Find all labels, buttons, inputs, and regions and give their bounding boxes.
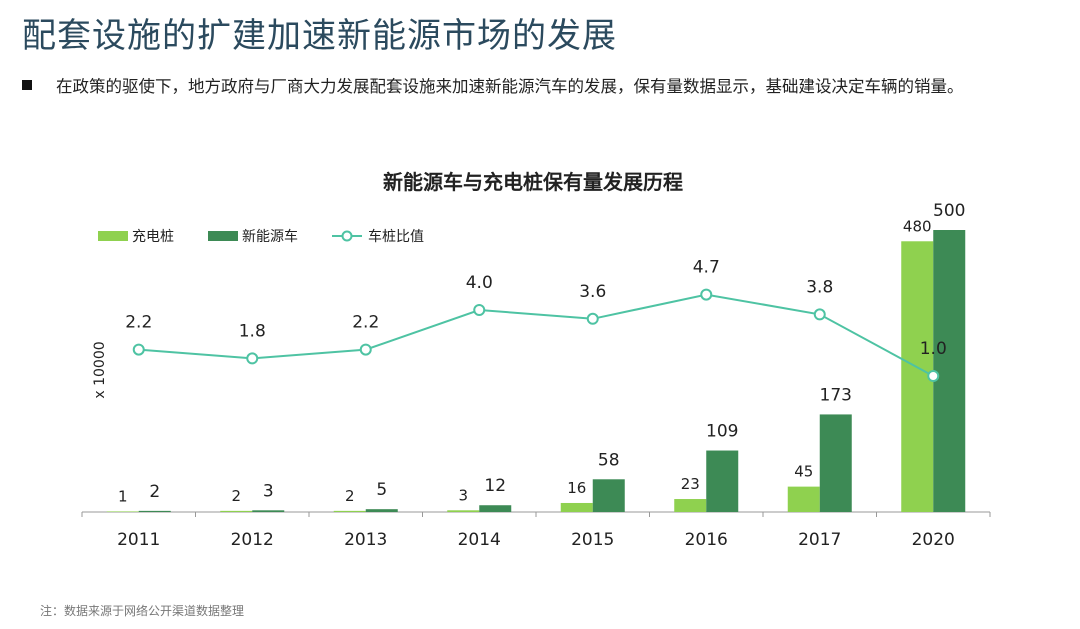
ratio-point [700,288,713,301]
bar-label-nev: 58 [598,450,620,470]
bar-label-charging-pile: 16 [567,479,586,497]
page-title: 配套设施的扩建加速新能源市场的发展 [22,16,617,56]
x-tick-label: 2014 [458,530,501,550]
ratio-point [359,343,372,356]
bar-label-charging-pile: 2 [231,487,241,505]
y-axis-label: x 10000 [92,341,108,398]
legend-marker-ratio [341,230,353,242]
ratio-label: 1.0 [920,339,947,359]
bar-label-charging-pile: 2 [345,487,355,505]
bar-charging-pile [333,510,366,512]
bar-label-charging-pile: 45 [794,463,813,481]
x-tick-label: 2017 [798,530,841,550]
ratio-line [138,293,934,377]
source-note: 注：数据来源于网络公开渠道数据整理 [40,604,245,618]
ratio-label: 1.8 [239,321,266,341]
bar-label-nev: 173 [820,385,852,405]
bar-nev [365,509,398,512]
bar-label-nev: 3 [263,481,274,501]
ratio-label: 4.0 [466,273,493,293]
legend: 充电桩 新能源车 车桩比值 [98,228,424,245]
legend-label-ratio: 车桩比值 [368,228,424,245]
bar-charging-pile [220,510,253,512]
bar-nev [706,450,739,512]
bar-label-charging-pile: 23 [681,475,700,493]
bar-nev [252,510,285,512]
bar-label-charging-pile: 1 [118,487,128,505]
ratio-point [813,308,826,321]
ratio-label: 3.6 [579,282,606,302]
square-bullet-icon [22,80,32,90]
ratio-label: 4.7 [693,258,720,278]
bar-nev [819,414,852,512]
ratio-point [927,370,940,382]
bar-charging-pile [447,510,480,512]
bar-nev [592,479,625,512]
summary-bullet: 在政策的驱使下，地方政府与厂商大力发展配套设施来加速新能源汽车的发展，保有量数据… [22,74,1072,100]
legend-label-nev: 新能源车 [242,228,298,245]
bar-nev [933,230,966,512]
x-tick-label: 2020 [912,530,955,550]
bar-label-nev: 109 [706,422,738,442]
ratio-point [586,312,599,325]
ratio-label: 2.2 [125,313,152,333]
bar-label-charging-pile: 3 [458,486,468,504]
summary-text: 在政策的驱使下，地方政府与厂商大力发展配套设施来加速新能源汽车的发展，保有量数据… [56,77,964,96]
legend-label-charging-pile: 充电桩 [132,228,174,245]
bar-charging-pile [560,502,593,512]
ratio-label: 2.2 [352,313,379,333]
bar-nev [138,510,171,512]
bar-label-nev: 5 [376,480,387,500]
legend-swatch-nev [208,231,238,241]
legend-swatch-charging-pile [98,231,128,241]
x-tick-label: 2011 [117,530,160,550]
x-tick-label: 2012 [231,530,274,550]
bar-nev [479,505,512,512]
ratio-label: 3.8 [806,277,833,297]
chart-title: 新能源车与充电桩保有量发展历程 [383,170,683,194]
x-tick-label: 2016 [685,530,728,550]
bar-label-charging-pile: 480 [903,217,932,235]
bar-label-nev: 500 [933,201,965,221]
bar-charging-pile [674,499,707,512]
bar-label-nev: 2 [149,482,160,502]
bar-charging-pile [787,486,820,512]
ratio-point [132,343,145,356]
x-tick-label: 2015 [571,530,614,550]
bar-label-nev: 12 [484,476,506,496]
x-tick-label: 2013 [344,530,387,550]
ratio-point [473,304,486,316]
bar-charging-pile [106,511,139,512]
ratio-point [246,352,259,365]
